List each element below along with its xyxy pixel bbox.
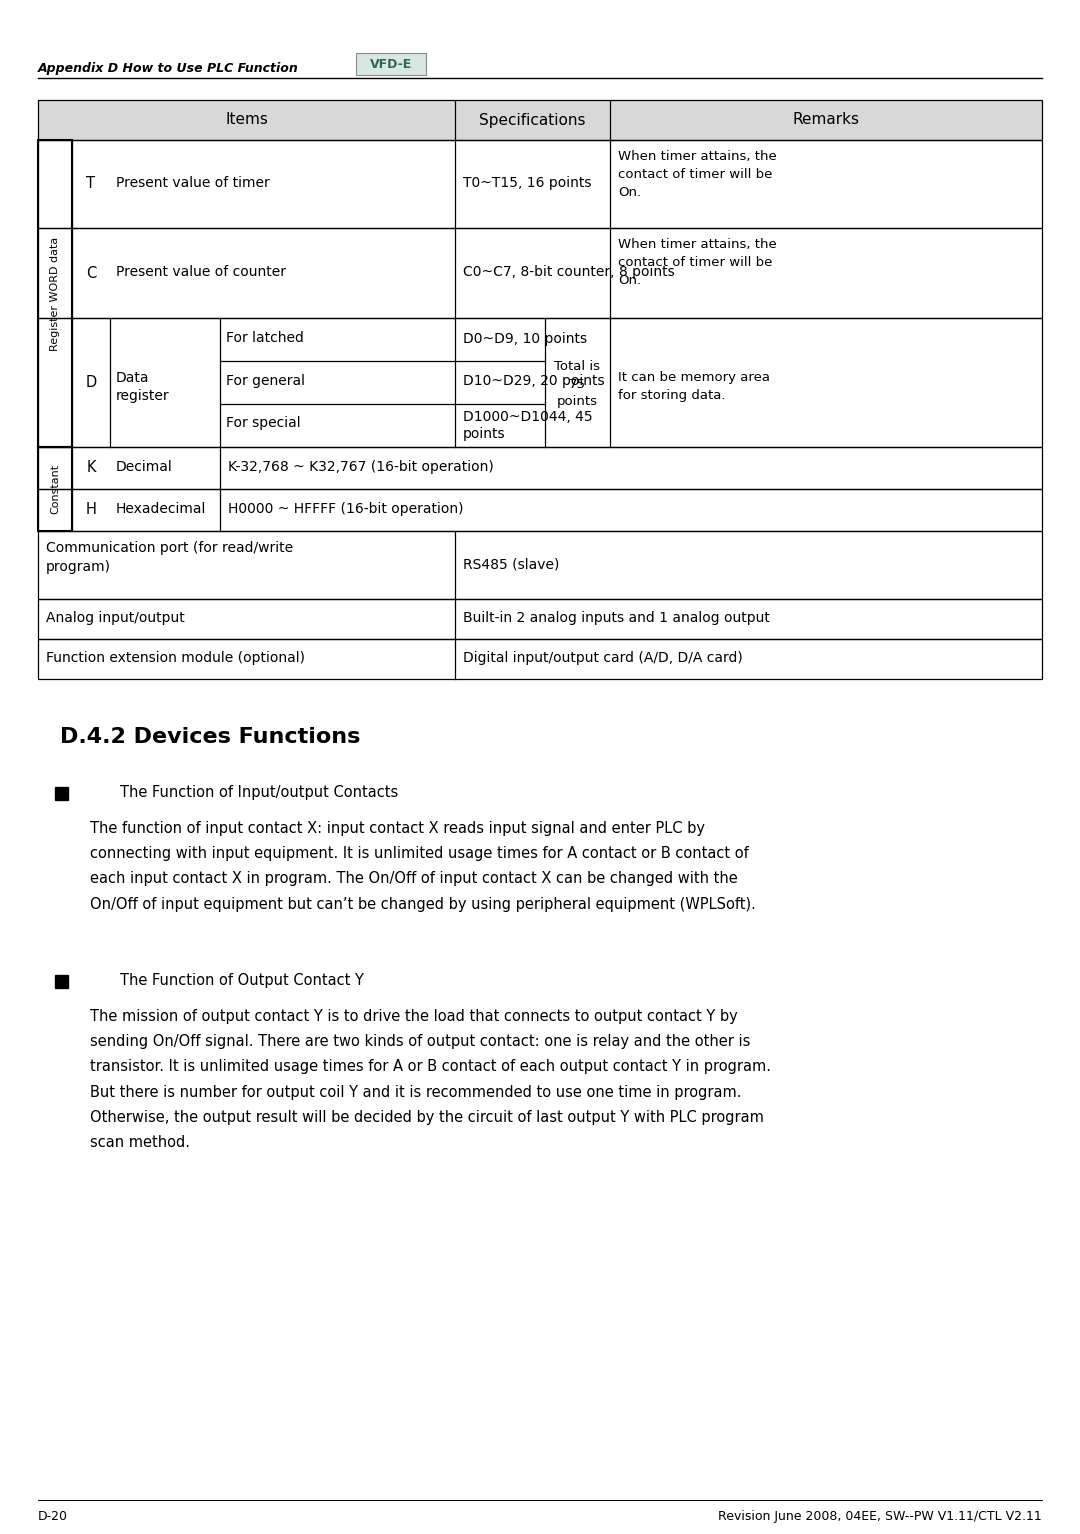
Text: The function of input contact X: input contact X reads input signal and enter PL: The function of input contact X: input c… <box>90 821 756 911</box>
Bar <box>38 446 1042 489</box>
Text: D.4.2 Devices Functions: D.4.2 Devices Functions <box>60 727 361 747</box>
Bar <box>356 54 426 75</box>
Bar <box>38 100 1042 140</box>
Text: VFD-E: VFD-E <box>369 57 413 71</box>
Text: It can be memory area
for storing data.: It can be memory area for storing data. <box>618 371 770 402</box>
Text: H: H <box>85 503 96 517</box>
Text: Appendix D How to Use PLC Function: Appendix D How to Use PLC Function <box>38 61 299 75</box>
Text: Decimal: Decimal <box>116 460 173 474</box>
Text: Digital input/output card (A/D, D/A card): Digital input/output card (A/D, D/A card… <box>463 650 743 666</box>
Text: Register WORD data: Register WORD data <box>50 236 60 351</box>
Text: Constant: Constant <box>50 463 60 514</box>
Text: RS485 (slave): RS485 (slave) <box>463 557 559 571</box>
Text: D: D <box>85 374 96 390</box>
Text: D0~D9, 10 points: D0~D9, 10 points <box>463 331 588 345</box>
Text: Function extension module (optional): Function extension module (optional) <box>46 650 305 666</box>
Text: For general: For general <box>226 374 305 388</box>
Bar <box>38 598 1042 640</box>
Text: Built-in 2 analog inputs and 1 analog output: Built-in 2 analog inputs and 1 analog ou… <box>463 611 770 624</box>
Text: For special: For special <box>226 416 300 430</box>
Text: The mission of output contact Y is to drive the load that connects to output con: The mission of output contact Y is to dr… <box>90 1009 771 1150</box>
Text: Remarks: Remarks <box>793 112 860 127</box>
Bar <box>38 531 1042 598</box>
Text: When timer attains, the
contact of timer will be
On.: When timer attains, the contact of timer… <box>618 150 777 199</box>
Text: Total is
75
points: Total is 75 points <box>554 360 600 408</box>
Text: T: T <box>86 176 95 192</box>
Bar <box>38 229 1042 318</box>
Text: C0~C7, 8-bit counter, 8 points: C0~C7, 8-bit counter, 8 points <box>463 265 675 279</box>
Text: K-32,768 ~ K32,767 (16-bit operation): K-32,768 ~ K32,767 (16-bit operation) <box>228 460 494 474</box>
Text: T0~T15, 16 points: T0~T15, 16 points <box>463 176 592 190</box>
Text: C: C <box>86 265 96 281</box>
Text: Communication port (for read/write
program): Communication port (for read/write progr… <box>46 542 293 575</box>
Text: D10~D29, 20 points: D10~D29, 20 points <box>463 374 605 388</box>
Text: When timer attains, the
contact of timer will be
On.: When timer attains, the contact of timer… <box>618 238 777 287</box>
Text: Present value of timer: Present value of timer <box>116 176 270 190</box>
Bar <box>38 318 1042 446</box>
Bar <box>38 640 1042 680</box>
Bar <box>55 787 68 801</box>
Text: Analog input/output: Analog input/output <box>46 611 185 624</box>
Text: The Function of Output Contact Y: The Function of Output Contact Y <box>120 973 364 988</box>
Text: D1000~D1044, 45
points: D1000~D1044, 45 points <box>463 410 593 442</box>
Text: Present value of counter: Present value of counter <box>116 265 286 279</box>
Text: Items: Items <box>225 112 268 127</box>
Bar <box>55 976 68 988</box>
Text: Specifications: Specifications <box>480 112 585 127</box>
Bar <box>38 140 72 446</box>
Bar <box>38 489 1042 531</box>
Bar <box>38 140 1042 229</box>
Text: Data
register: Data register <box>116 371 170 403</box>
Text: Revision June 2008, 04EE, SW--PW V1.11/CTL V2.11: Revision June 2008, 04EE, SW--PW V1.11/C… <box>718 1509 1042 1523</box>
Text: K: K <box>86 460 96 476</box>
Text: For latched: For latched <box>226 331 303 345</box>
Text: H0000 ~ HFFFF (16-bit operation): H0000 ~ HFFFF (16-bit operation) <box>228 502 463 515</box>
Bar <box>38 446 72 531</box>
Text: The Function of Input/output Contacts: The Function of Input/output Contacts <box>120 785 399 801</box>
Text: Hexadecimal: Hexadecimal <box>116 502 206 515</box>
Text: D-20: D-20 <box>38 1509 68 1523</box>
